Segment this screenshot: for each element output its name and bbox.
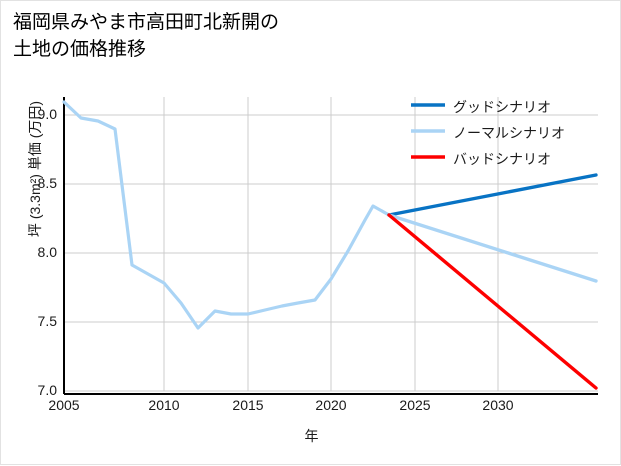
series-good-line (387, 173, 598, 217)
series-bad-line (387, 213, 598, 390)
x-tick-3: 2020 (315, 397, 347, 413)
legend-swatches (411, 103, 445, 159)
series-historical-line (62, 100, 391, 330)
x-tick-4: 2025 (399, 397, 431, 413)
y-tick-2: 8.0 (37, 244, 57, 260)
grid-lines (63, 97, 598, 392)
x-axis-label: 年 (304, 428, 319, 444)
series-normal-line (387, 213, 598, 283)
y-tick-4: 9.0 (37, 106, 57, 122)
legend-label-good: グッドシナリオ (453, 99, 551, 115)
legend-label-normal: ノーマルシナリオ (453, 125, 565, 141)
legend-label-bad: バッドシナリオ (453, 151, 551, 167)
y-tick-0: 7.0 (37, 382, 57, 398)
y-tick-3: 8.5 (37, 175, 57, 191)
chart-title: 福岡県みやま市高田町北新開の 土地の価格推移 (13, 12, 280, 60)
x-tick-1: 2010 (148, 397, 180, 413)
x-tick-0: 2005 (48, 397, 80, 413)
x-tick-2: 2015 (232, 397, 264, 413)
y-axis-label: 坪 (3.3m²) 単価 (万円) (27, 100, 43, 238)
y-tick-1: 7.5 (37, 313, 57, 329)
x-tick-5: 2030 (482, 397, 514, 413)
axis-spines (62, 97, 598, 396)
